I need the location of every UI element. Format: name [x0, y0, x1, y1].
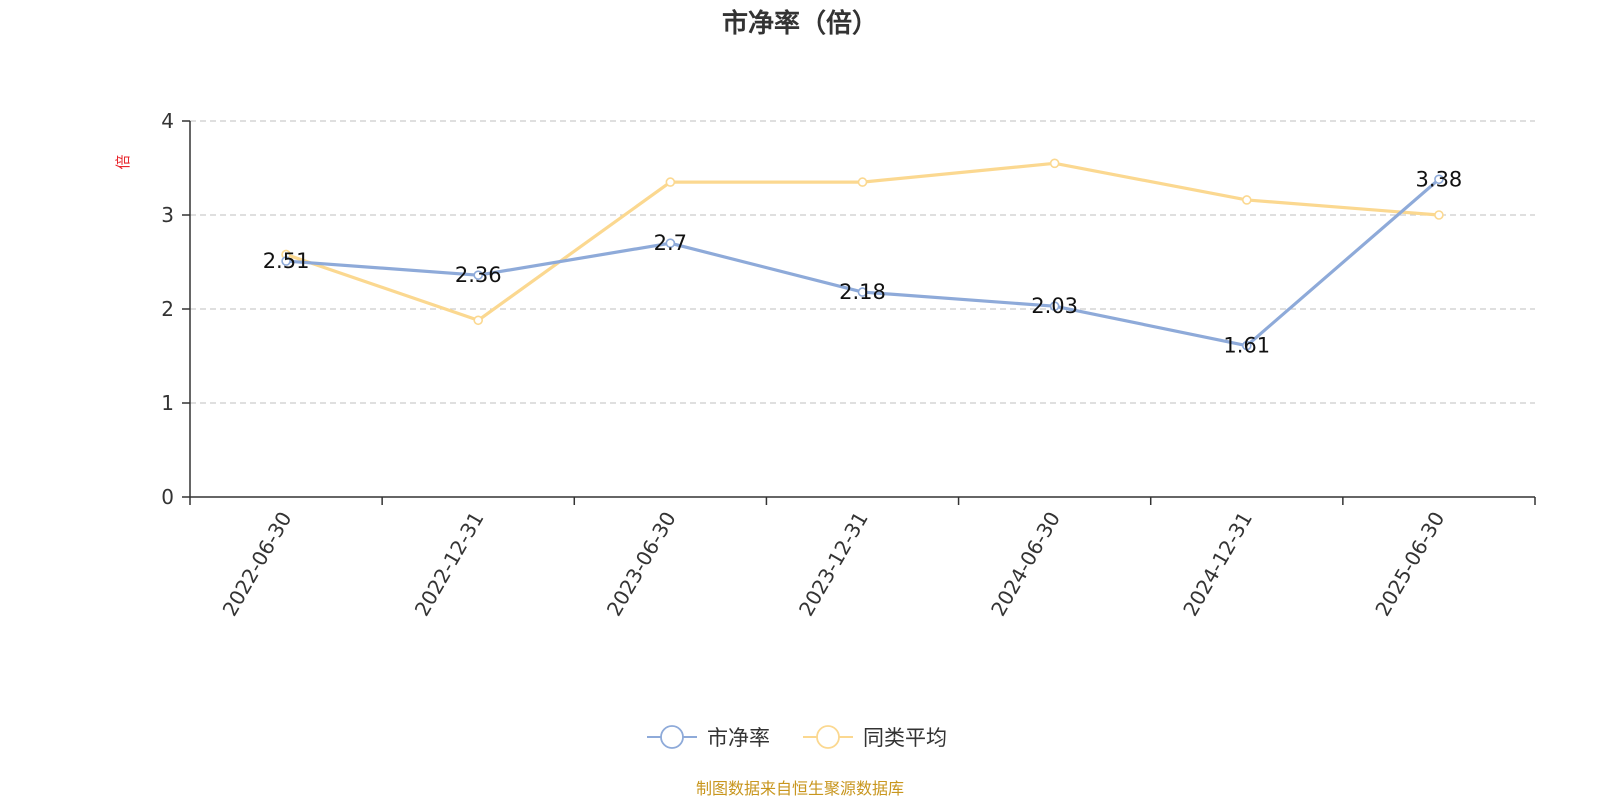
y-tick-label: 1	[161, 391, 174, 415]
series-lines	[281, 158, 1444, 351]
x-tick-label: 2022-12-31	[410, 508, 489, 621]
data-point	[1049, 158, 1060, 169]
y-tick-label: 2	[161, 297, 174, 321]
data-label: 2.36	[455, 263, 502, 287]
data-label: 1.61	[1223, 334, 1270, 358]
data-point	[857, 287, 868, 297]
data-point	[281, 256, 291, 266]
x-tick-label: 2023-06-30	[602, 508, 681, 621]
data-label: 2.03	[1031, 294, 1078, 318]
x-tick-label: 2025-06-30	[1370, 508, 1449, 621]
x-tick-label: 2022-06-30	[217, 508, 296, 621]
data-point	[857, 177, 868, 187]
legend-swatch-marker	[660, 725, 684, 749]
data-labels: 2.51 2.36 2.7 2.18 2.03 1.61 3.38	[263, 167, 1463, 357]
grid-lines	[190, 120, 1535, 404]
x-tick-label: 2024-06-30	[986, 508, 1065, 621]
data-point	[473, 270, 484, 280]
data-point	[473, 315, 484, 326]
legend-label: 市净率	[707, 726, 770, 750]
legend-label: 同类平均	[863, 726, 947, 750]
chart-title: 市净率（倍）	[722, 8, 878, 39]
y-tick-label: 0	[161, 485, 174, 509]
data-point	[1241, 195, 1252, 205]
legend-swatch-marker	[816, 725, 840, 749]
data-label: 2.18	[839, 280, 886, 304]
x-tick-label: 2024-12-31	[1178, 508, 1257, 621]
axes: 0 1 2 3 4 2022-06-30 2022-12-31 2023-06-30 2023-…	[161, 109, 1536, 621]
y-tick-label: 3	[161, 203, 174, 227]
data-label: 2.7	[654, 231, 687, 255]
legend: 市净率 同类平均	[647, 725, 947, 750]
source-note: 制图数据来自恒生聚源数据库	[696, 779, 904, 798]
data-point	[665, 177, 676, 187]
data-label: 3.38	[1416, 167, 1463, 191]
y-tick-label: 4	[161, 109, 174, 133]
data-point	[1434, 210, 1444, 220]
data-point	[1049, 301, 1060, 311]
y-axis-unit-label: 倍	[114, 154, 132, 169]
data-point	[1434, 174, 1444, 185]
data-point	[1241, 340, 1252, 351]
x-tick-label: 2023-12-31	[794, 508, 873, 621]
data-label: 2.51	[263, 249, 310, 273]
data-point	[665, 238, 676, 248]
